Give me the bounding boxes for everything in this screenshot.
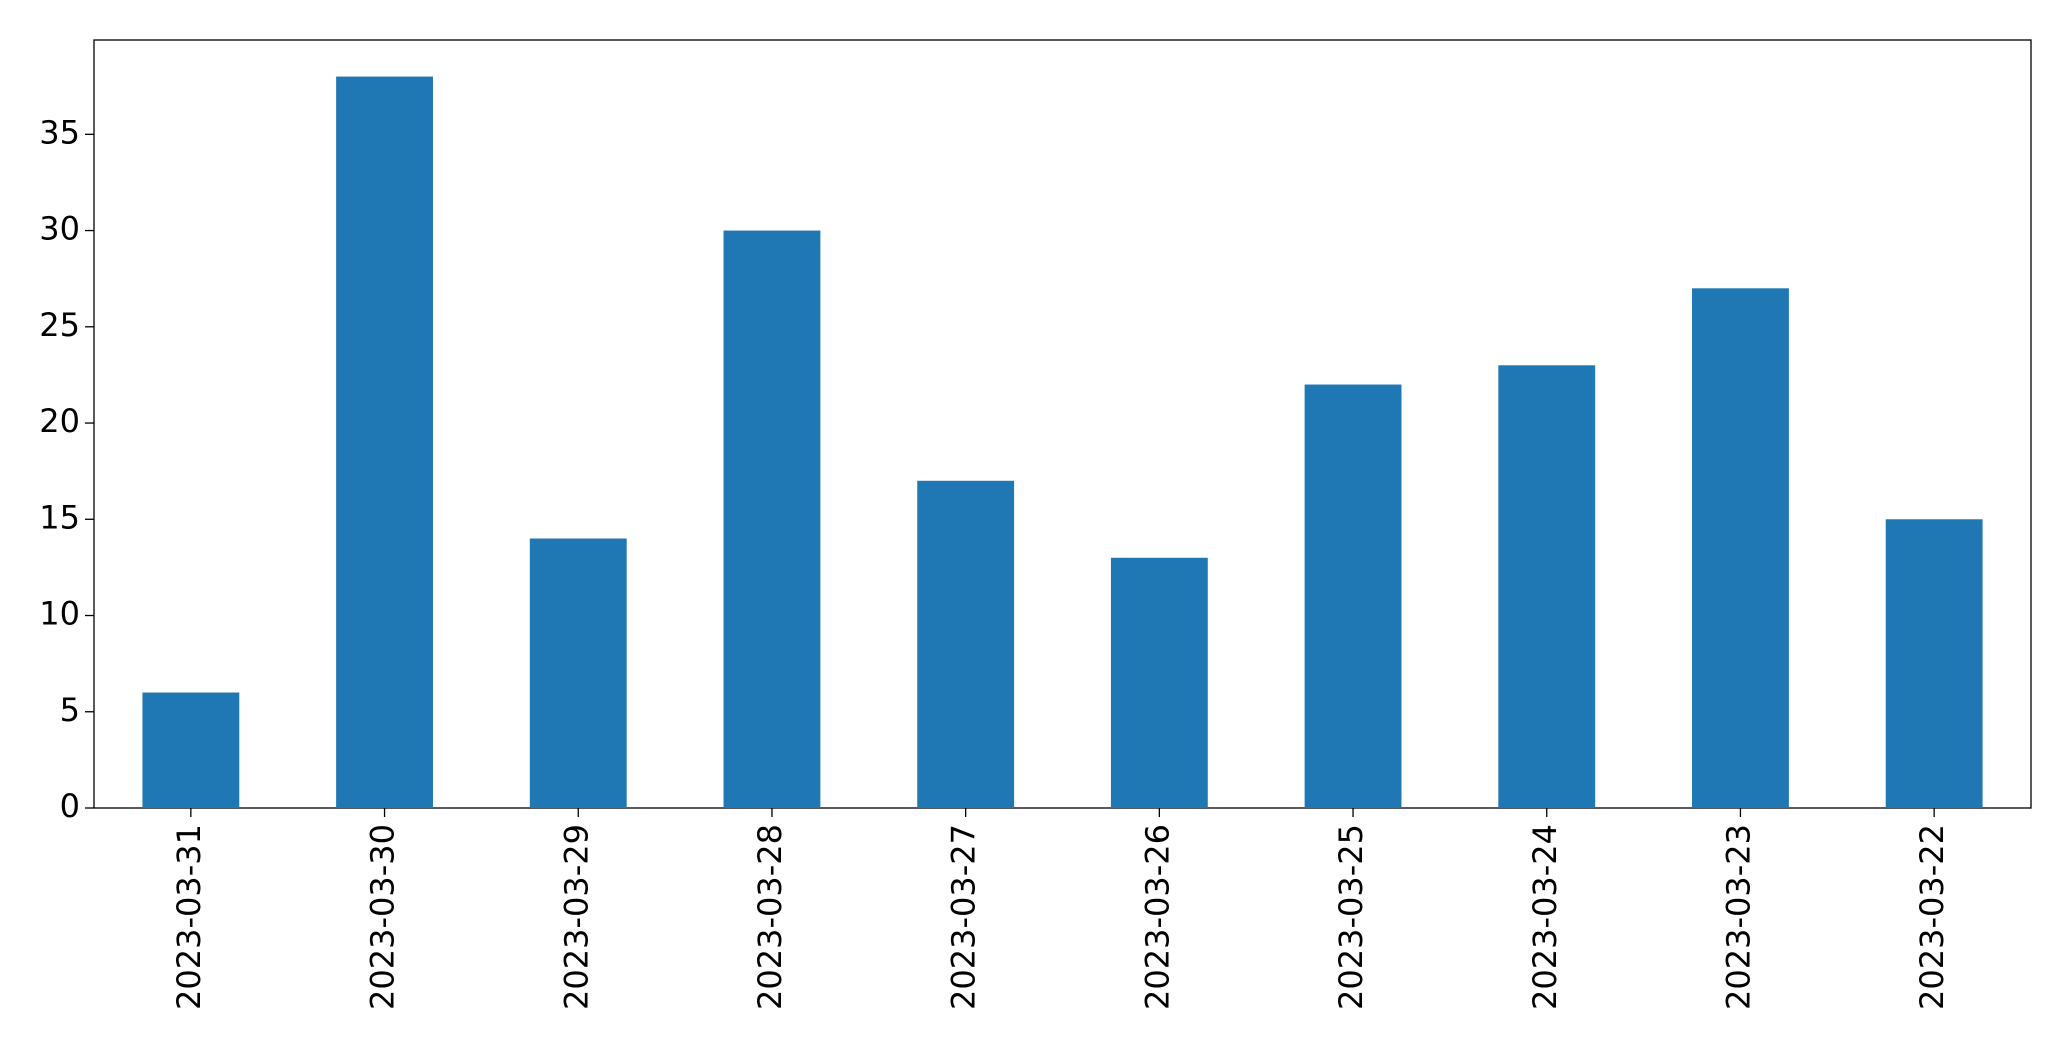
bar: [917, 480, 1015, 808]
bar: [1885, 519, 1983, 808]
bar: [1692, 288, 1789, 808]
bar: [1304, 384, 1402, 808]
x-tick-label: 2023-03-25: [1332, 824, 1370, 1010]
x-tick-label: 2023-03-23: [1719, 824, 1757, 1010]
bar: [529, 538, 627, 808]
y-tick-label: 30: [39, 210, 80, 248]
y-tick-label: 15: [39, 498, 80, 536]
bar: [1498, 365, 1596, 808]
x-tick-label: 2023-03-27: [945, 824, 983, 1010]
x-tick-label: 2023-03-31: [170, 824, 208, 1010]
bar: [1110, 557, 1208, 808]
bar: [142, 692, 240, 808]
plot-frame: [93, 39, 2032, 809]
y-tick-label: 0: [60, 787, 80, 825]
y-tick-label: 35: [39, 113, 80, 151]
y-tick-label: 10: [39, 595, 80, 633]
x-tick-label: 2023-03-26: [1138, 824, 1176, 1010]
y-tick-label: 5: [60, 691, 80, 729]
bar: [723, 230, 821, 808]
x-tick-label: 2023-03-22: [1913, 824, 1951, 1010]
x-tick-label: 2023-03-28: [751, 824, 789, 1010]
x-tick-label: 2023-03-30: [364, 824, 402, 1010]
x-tick-label: 2023-03-24: [1526, 824, 1564, 1010]
y-tick-label: 25: [39, 306, 80, 344]
x-tick-label: 2023-03-29: [557, 824, 595, 1010]
bar: [336, 76, 433, 809]
y-tick-label: 20: [39, 402, 80, 440]
